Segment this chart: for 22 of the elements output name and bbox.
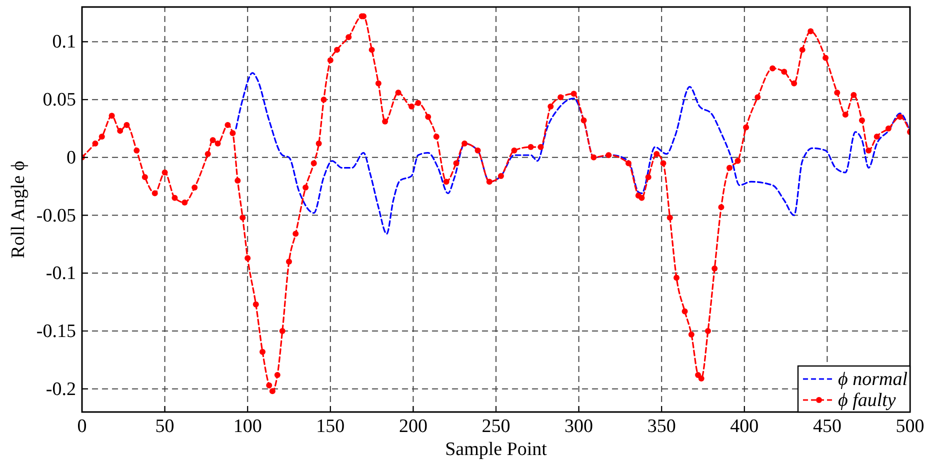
- x-tick-label: 250: [482, 416, 510, 437]
- y-tick-label: -0.15: [36, 321, 76, 342]
- legend-label: ϕ faulty: [838, 390, 896, 411]
- y-tick-label: 0: [66, 147, 76, 168]
- y-tick-label: -0.1: [46, 263, 76, 284]
- x-tick-label: 300: [564, 416, 594, 437]
- y-axis-title: Roll Angle ϕ: [8, 160, 29, 258]
- x-tick-label: 200: [398, 416, 428, 437]
- y-tick-label: -0.05: [36, 205, 76, 226]
- x-tick-label: 150: [316, 416, 345, 437]
- x-tick-label: 350: [647, 416, 676, 437]
- x-tick-label: 50: [155, 416, 174, 437]
- x-tick-label: 100: [233, 416, 262, 437]
- x-tick-label: 500: [896, 416, 924, 437]
- line-series: [235, 72, 910, 235]
- legend-label: ϕ normal: [838, 369, 908, 390]
- y-tick-label: 0.1: [52, 32, 76, 53]
- y-tick-label: 0.05: [42, 90, 76, 111]
- x-tick-label: 450: [812, 416, 842, 437]
- y-tick-label: -0.2: [46, 378, 76, 400]
- x-axis-title: Sample Point: [445, 439, 548, 460]
- x-tick-label: 400: [730, 416, 759, 437]
